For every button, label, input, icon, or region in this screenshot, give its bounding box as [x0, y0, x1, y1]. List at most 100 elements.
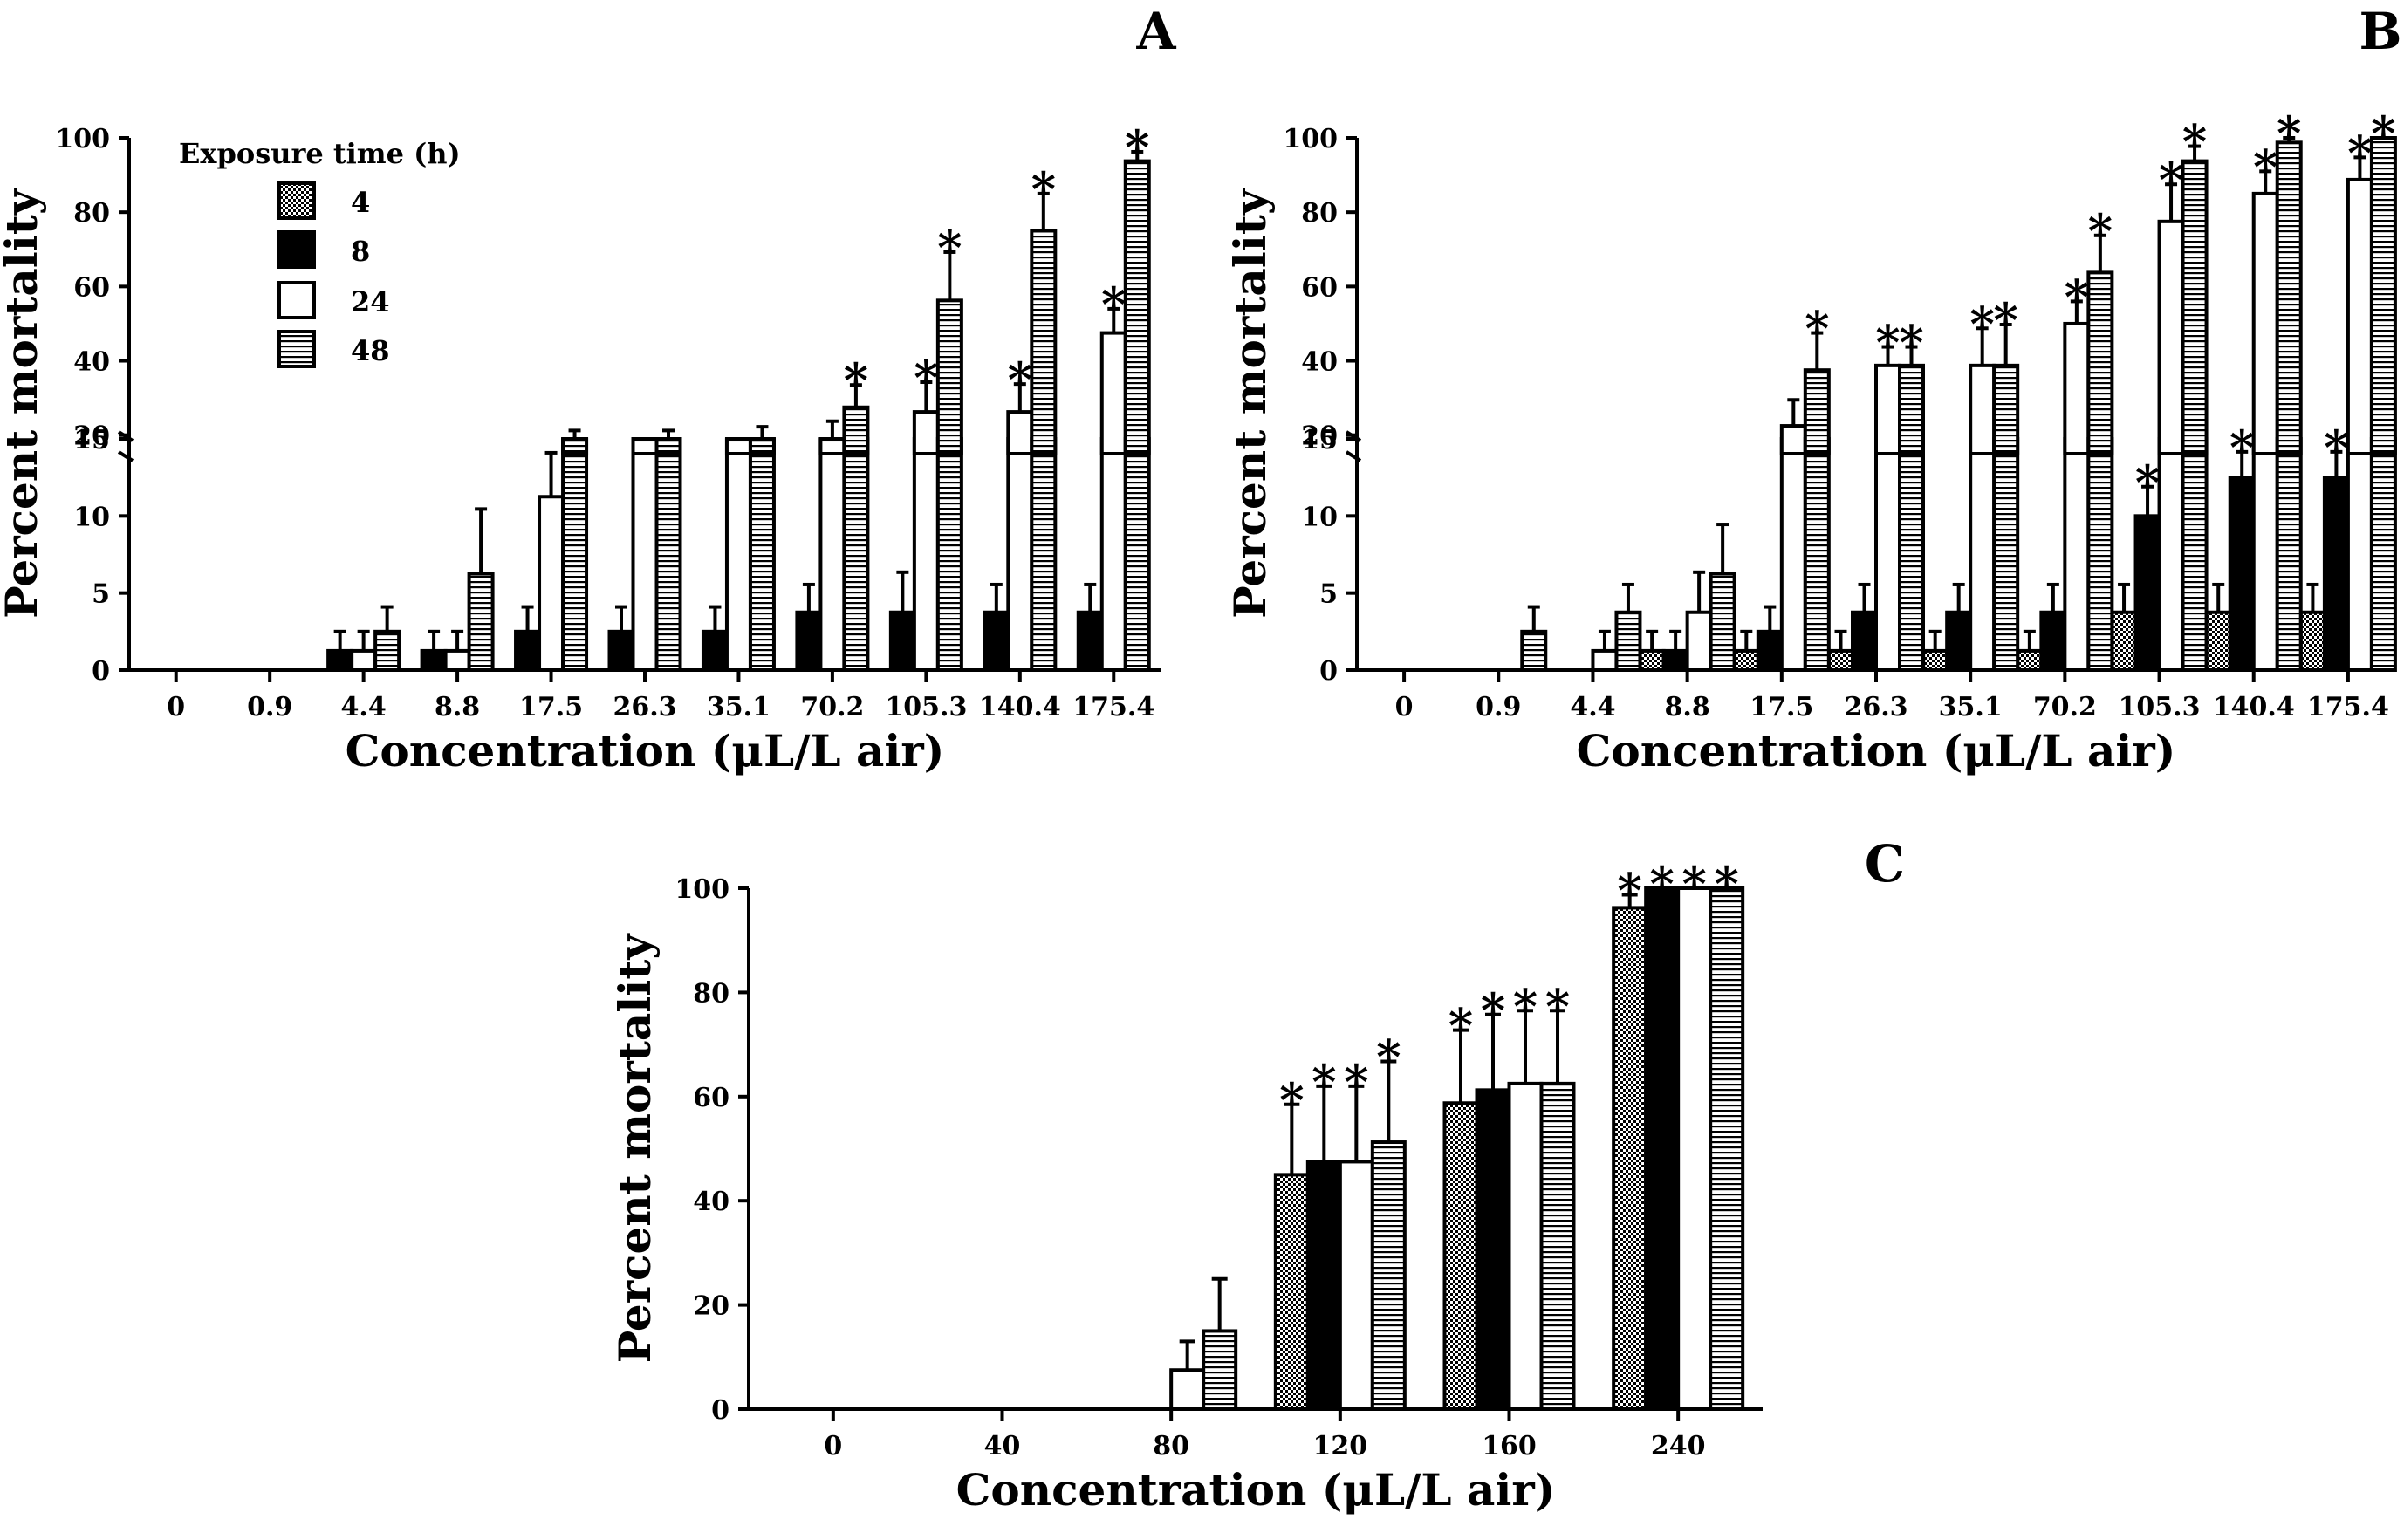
y-axis-break-mark	[117, 450, 134, 462]
significance-star: *	[2229, 420, 2254, 476]
bar-series-48	[1520, 629, 1548, 672]
panel-letter: A	[1135, 2, 1176, 61]
significance-star: *	[937, 220, 962, 276]
y-tick-label: 80	[693, 978, 729, 1009]
y-tick-label: 40	[1301, 347, 1338, 378]
significance-star: *	[1344, 1054, 1368, 1110]
significance-star: *	[1376, 1030, 1401, 1085]
bar-series-24	[1006, 410, 1034, 455]
y-tick-label: 60	[1301, 272, 1338, 303]
bar-series-24	[724, 438, 752, 456]
legend-swatch-8	[277, 230, 316, 269]
significance-star: *	[1449, 998, 1473, 1054]
bar-series-8	[888, 610, 916, 672]
y-tick-label: 80	[1301, 198, 1338, 229]
significance-star: *	[2371, 106, 2395, 161]
y-tick-label: 5	[92, 579, 110, 610]
x-tick-label: 0.9	[247, 692, 292, 722]
bar-series-48	[561, 438, 589, 456]
bar-series-8	[1661, 648, 1689, 673]
legend-swatch-24	[277, 281, 316, 319]
bar-series-24	[631, 437, 659, 672]
bar-series-48	[1709, 572, 1736, 672]
bar-series-48	[2275, 437, 2303, 672]
bar-series-8	[2228, 476, 2256, 673]
bar-series-24	[631, 438, 659, 456]
x-tick-label: 0	[824, 1431, 842, 1461]
bar-series-24	[724, 437, 752, 672]
bar-series-24	[1006, 437, 1034, 672]
bar-series-48	[1030, 229, 1058, 455]
x-tick-label: 175.4	[2307, 692, 2389, 722]
y-tick-label: 0	[711, 1395, 729, 1426]
significance-star: *	[2182, 114, 2207, 170]
significance-star: *	[2253, 139, 2277, 195]
bar-series-24	[818, 437, 846, 672]
y-tick-label: 20	[693, 1291, 729, 1322]
y-tick-label: 15	[73, 425, 110, 455]
significance-star: *	[2135, 455, 2160, 510]
significance-star: *	[2347, 125, 2372, 181]
x-tick-label: 240	[1651, 1431, 1706, 1461]
bar-series-48	[1614, 610, 1642, 672]
x-tick-label: 120	[1313, 1431, 1368, 1461]
bar-series-8	[326, 648, 354, 673]
legend-label-48: 48	[351, 334, 390, 367]
significance-star: *	[2277, 106, 2301, 161]
significance-star: *	[1715, 856, 1739, 912]
legend-swatch-4	[277, 181, 316, 220]
y-tick-label: 20	[1301, 421, 1338, 452]
x-tick-label: 175.4	[1072, 692, 1154, 722]
bar-series-24	[2251, 437, 2279, 672]
y-tick-label: 100	[675, 874, 729, 905]
y-tick-label: 10	[73, 502, 110, 532]
significance-star: *	[1899, 315, 1923, 371]
bar-series-48	[2181, 437, 2209, 672]
bar-series-48	[373, 629, 401, 672]
legend-label-4: 4	[351, 186, 370, 219]
bar-series-24	[1969, 437, 1996, 672]
bar-series-8	[2039, 610, 2067, 672]
bar-series-24	[912, 437, 940, 672]
bar-series-8	[514, 629, 542, 672]
significance-star: *	[1682, 856, 1707, 912]
significance-star: *	[1312, 1054, 1336, 1110]
bar-series-48	[1539, 1081, 1576, 1411]
bar-series-24	[2346, 437, 2373, 672]
bar-series-24	[2251, 191, 2279, 455]
y-tick-label: 80	[73, 198, 110, 229]
y-tick-label: 0	[1319, 656, 1338, 687]
x-tick-label: 26.3	[1844, 692, 1907, 722]
significance-star: *	[2324, 420, 2348, 476]
bar-series-48	[2181, 159, 2209, 455]
bar-series-24	[538, 495, 565, 672]
bar-series-4	[2110, 610, 2138, 672]
y-tick-label: 10	[1301, 502, 1338, 532]
bar-series-48	[1803, 368, 1831, 456]
significance-star: *	[1545, 978, 1570, 1034]
bar-series-48	[1123, 159, 1151, 455]
bar-series-8	[1475, 1088, 1511, 1412]
bar-series-4	[2204, 610, 2232, 672]
bar-series-48	[1898, 437, 1925, 672]
bar-series-48	[467, 572, 495, 672]
bar-series-24	[1779, 437, 1807, 672]
panel-letter: C	[1865, 834, 1905, 893]
bar-series-8	[607, 629, 635, 672]
y-tick-label: 100	[55, 124, 110, 154]
bar-series-8	[795, 610, 823, 672]
bar-series-48	[2086, 270, 2114, 455]
y-tick-label: 5	[1319, 579, 1338, 610]
x-tick-label: 70.2	[2033, 692, 2097, 722]
bar-series-8	[2133, 514, 2161, 672]
bar-series-24	[912, 410, 940, 455]
y-tick-label: 60	[73, 272, 110, 303]
x-tick-label: 70.2	[800, 692, 864, 722]
bar-series-8	[983, 610, 1010, 672]
legend: Exposure time (h) 4 8 24 48	[179, 137, 461, 368]
bar-series-48	[1030, 437, 1058, 672]
bar-series-4	[2016, 648, 2044, 673]
bar-series-24	[1676, 886, 1713, 1411]
